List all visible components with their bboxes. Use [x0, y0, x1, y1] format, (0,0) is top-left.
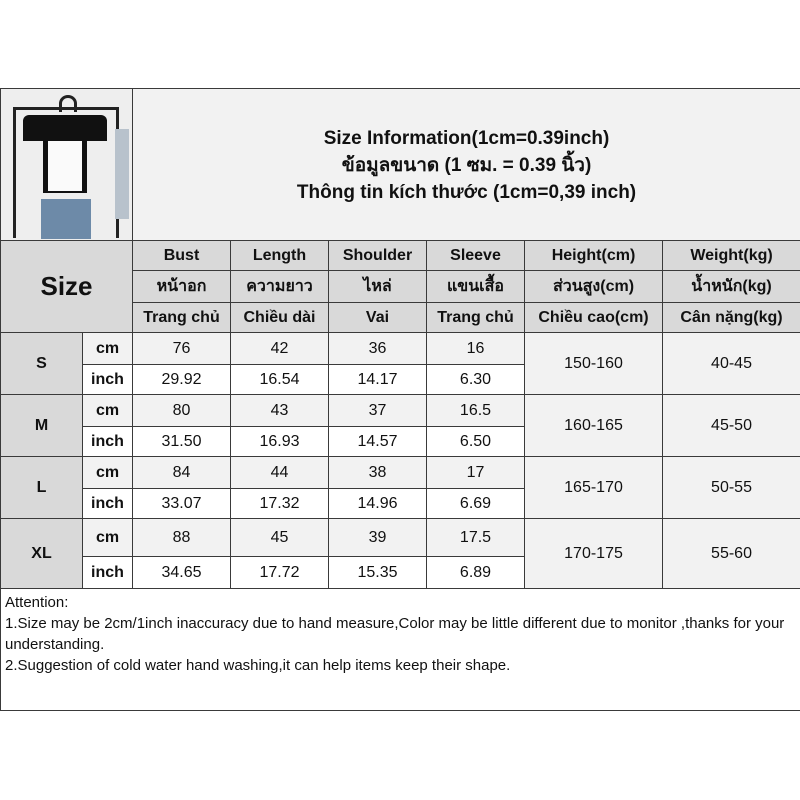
cell-inch: 29.92	[132, 364, 231, 395]
cell-cm: 39	[328, 518, 427, 557]
cell-cm: 16	[426, 332, 525, 365]
attention-heading: Attention:	[5, 594, 69, 611]
size-info-title: Size Information(1cm=0.39inch) ข้อมูลขนา…	[131, 88, 800, 241]
cell-cm: 44	[230, 456, 329, 489]
cell-cm: 80	[132, 394, 231, 427]
cell-inch: 33.07	[132, 488, 231, 519]
size-label: XL	[0, 518, 83, 589]
col-shoulder: Shoulder	[328, 240, 427, 271]
col-bust: Bust	[132, 240, 231, 271]
cell-inch: 14.96	[328, 488, 427, 519]
col-sleeve: Sleeve	[426, 240, 525, 271]
unit-inch: inch	[82, 556, 133, 589]
cell-cm: 38	[328, 456, 427, 489]
row-s-cm: S cm 76 42 36 16 150-160 40-45	[0, 332, 800, 395]
row-m-cm: M cm 80 43 37 16.5 160-165 45-50	[0, 394, 800, 457]
unit-cm: cm	[82, 518, 133, 557]
weight-range: 40-45	[661, 332, 800, 395]
cell-cm: 84	[132, 456, 231, 489]
weight-range: 45-50	[661, 394, 800, 457]
attention-line-1: 1.Size may be 2cm/1inch inaccuracy due t…	[5, 615, 785, 653]
cell-cm: 16.5	[426, 394, 525, 427]
size-label: L	[0, 456, 83, 519]
weight-range: 55-60	[661, 518, 800, 589]
cell-inch: 17.72	[230, 556, 329, 589]
cell-inch: 15.35	[328, 556, 427, 589]
cell-inch: 17.32	[230, 488, 329, 519]
cell-cm: 43	[230, 394, 329, 427]
col-weight-th: น้ำหนัก(kg)	[661, 270, 800, 303]
cell-cm: 42	[230, 332, 329, 365]
col-bust-th: หน้าอก	[132, 270, 231, 303]
col-height: Height(cm)	[524, 240, 663, 271]
height-range: 170-175	[524, 518, 663, 589]
col-height-th: ส่วนสูง(cm)	[524, 270, 663, 303]
cell-inch: 14.17	[328, 364, 427, 395]
cell-inch: 6.30	[426, 364, 525, 395]
unit-inch: inch	[82, 488, 133, 519]
col-shoulder-vi: Vai	[328, 302, 427, 333]
title-thai: ข้อมูลขนาด (1 ซม. = 0.39 นิ้ว)	[341, 155, 592, 176]
row-m-inch: inch 31.50 16.93 14.57 6.50	[0, 426, 800, 457]
size-chart-table: Size Information(1cm=0.39inch) ข้อมูลขนา…	[0, 88, 800, 711]
col-weight-vi: Cân nặng(kg)	[661, 302, 800, 333]
title-english: Size Information(1cm=0.39inch)	[323, 128, 610, 149]
attention-line-2: 2.Suggestion of cold water hand washing,…	[5, 657, 511, 674]
col-sleeve-th: แขนเสื้อ	[426, 270, 525, 303]
header-row-th: หน้าอก ความยาว ไหล่ แขนเสื้อ ส่วนสูง(cm)…	[0, 270, 800, 303]
unit-inch: inch	[82, 426, 133, 457]
cell-inch: 31.50	[132, 426, 231, 457]
cell-inch: 6.50	[426, 426, 525, 457]
col-height-vi: Chiều cao(cm)	[524, 302, 663, 333]
col-bust-vi: Trang chủ	[132, 302, 231, 333]
cell-inch: 14.57	[328, 426, 427, 457]
cell-inch: 16.54	[230, 364, 329, 395]
size-label: M	[0, 394, 83, 457]
header-row-vi: Trang chủ Chiều dài Vai Trang chủ Chiều …	[0, 302, 800, 333]
col-length: Length	[230, 240, 329, 271]
cell-cm: 37	[328, 394, 427, 427]
col-weight: Weight(kg)	[661, 240, 800, 271]
row-l-cm: L cm 84 44 38 17 165-170 50-55	[0, 456, 800, 519]
size-label: S	[0, 332, 83, 395]
size-header: Size	[0, 240, 133, 333]
col-shoulder-th: ไหล่	[328, 270, 427, 303]
cell-cm: 88	[132, 518, 231, 557]
cell-inch: 16.93	[230, 426, 329, 457]
cell-cm: 76	[132, 332, 231, 365]
height-range: 150-160	[524, 332, 663, 395]
cell-inch: 6.69	[426, 488, 525, 519]
cell-inch: 34.65	[132, 556, 231, 589]
height-range: 165-170	[524, 456, 663, 519]
cell-cm: 36	[328, 332, 427, 365]
col-sleeve-vi: Trang chủ	[426, 302, 525, 333]
attention-notes: Attention: 1.Size may be 2cm/1inch inacc…	[0, 588, 800, 711]
unit-cm: cm	[82, 332, 133, 365]
cell-cm: 45	[230, 518, 329, 557]
weight-range: 50-55	[661, 456, 800, 519]
cell-cm: 17.5	[426, 518, 525, 557]
cell-inch: 6.89	[426, 556, 525, 589]
row-xl-cm: XL cm 88 45 39 17.5 170-175 55-60	[0, 518, 800, 589]
cell-cm: 17	[426, 456, 525, 489]
header-row-en: Size Bust Length Shoulder Sleeve Height(…	[0, 240, 800, 333]
unit-cm: cm	[82, 456, 133, 489]
unit-inch: inch	[82, 364, 133, 395]
col-length-vi: Chiều dài	[230, 302, 329, 333]
unit-cm: cm	[82, 394, 133, 427]
height-range: 160-165	[524, 394, 663, 457]
product-photo	[0, 88, 133, 241]
col-length-th: ความยาว	[230, 270, 329, 303]
title-vietnamese: Thông tin kích thước (1cm=0,39 inch)	[296, 182, 637, 203]
